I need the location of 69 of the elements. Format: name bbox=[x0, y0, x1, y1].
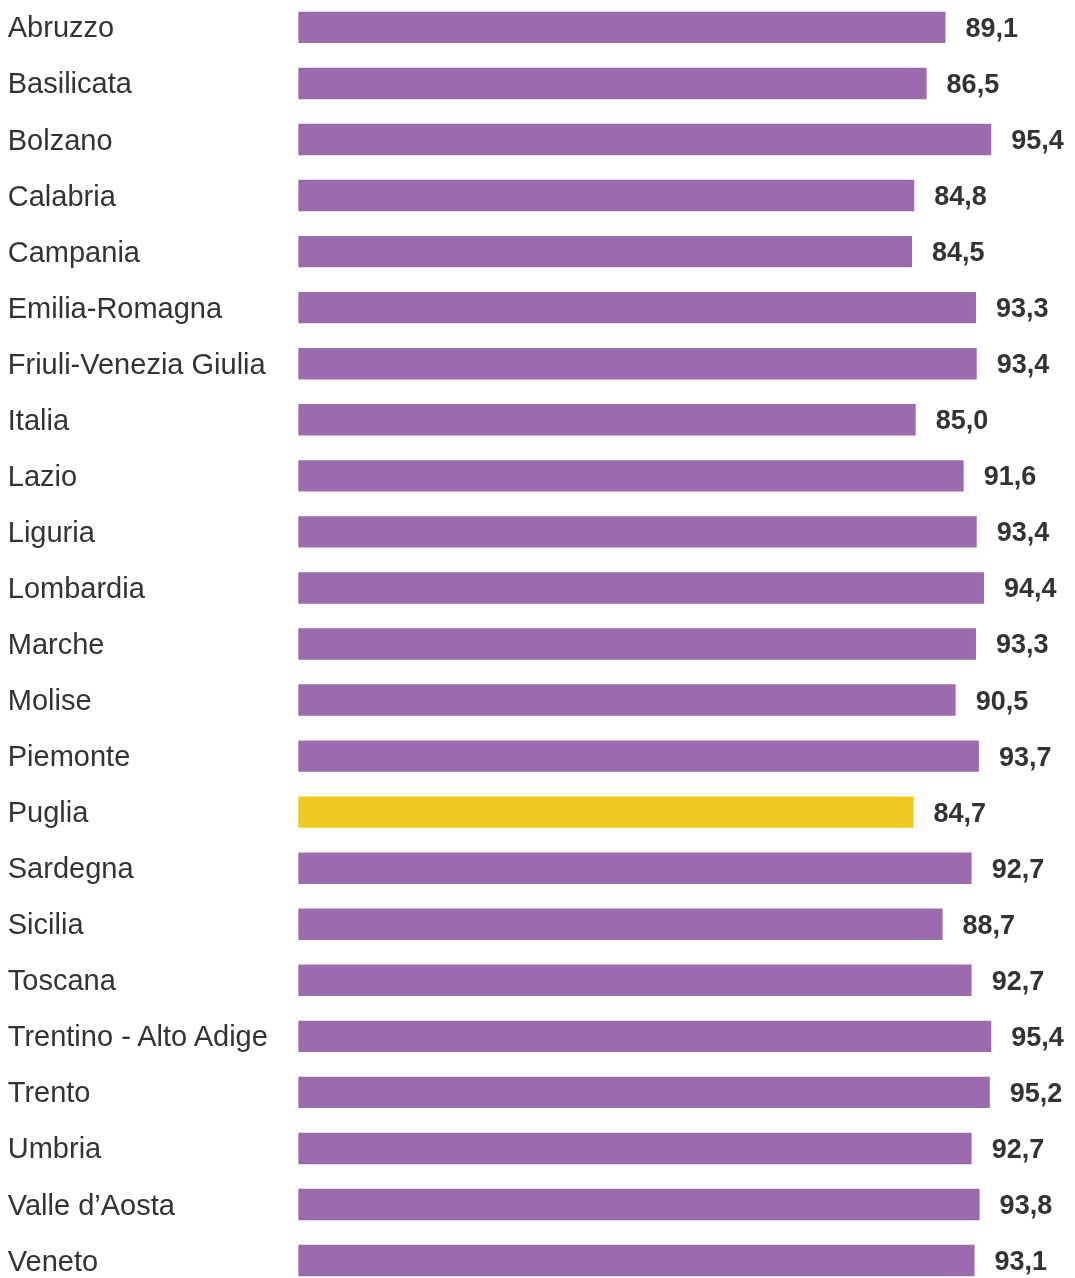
data-label: 93,3 bbox=[995, 293, 1049, 324]
data-label: 84,5 bbox=[932, 237, 985, 268]
data-label: 86,5 bbox=[946, 68, 1000, 99]
y-tick-label: Molise bbox=[7, 684, 92, 717]
bar bbox=[298, 1020, 992, 1053]
bar bbox=[298, 964, 972, 996]
data-label: 84,7 bbox=[933, 797, 987, 828]
data-label: 89,1 bbox=[965, 12, 1019, 43]
y-tick-label: Emilia-Romagna bbox=[7, 291, 223, 324]
y-tick-label: Marche bbox=[7, 627, 105, 660]
bar bbox=[298, 516, 977, 548]
bar bbox=[298, 796, 914, 828]
y-tick-label: Liguria bbox=[7, 515, 96, 548]
y-tick-label: Italia bbox=[7, 403, 70, 436]
data-label: 84,8 bbox=[934, 181, 987, 212]
bar bbox=[298, 460, 964, 492]
y-tick-label: Trentino - Alto Adige bbox=[7, 1020, 268, 1053]
data-label: 93,7 bbox=[998, 741, 1052, 772]
bar bbox=[298, 1076, 990, 1109]
y-tick-label: Friuli-Venezia Giulia bbox=[7, 347, 267, 380]
data-label: 93,1 bbox=[994, 1246, 1048, 1277]
bar bbox=[298, 740, 979, 772]
y-tick-label: Lombardia bbox=[7, 571, 146, 604]
bar bbox=[298, 628, 976, 660]
y-tick-label: Abruzzo bbox=[7, 11, 115, 44]
y-tick-label: Bolzano bbox=[7, 123, 113, 156]
y-tick-label: Sicilia bbox=[7, 908, 85, 941]
data-label: 94,4 bbox=[1003, 573, 1057, 604]
y-tick-label: Valle d’Aosta bbox=[7, 1188, 176, 1221]
bar bbox=[298, 123, 992, 156]
y-tick-label: Puglia bbox=[7, 796, 90, 829]
bar bbox=[298, 684, 956, 716]
y-tick-label: Toscana bbox=[7, 964, 117, 997]
y-tick-label: Trento bbox=[7, 1076, 91, 1109]
bar bbox=[298, 179, 915, 212]
data-label: 95,4 bbox=[1011, 1021, 1064, 1052]
bar bbox=[298, 1132, 972, 1165]
data-label: 85,0 bbox=[935, 405, 989, 436]
y-tick-label: Sardegna bbox=[7, 852, 135, 885]
bar bbox=[298, 1244, 975, 1277]
data-label: 90,5 bbox=[975, 685, 1029, 716]
data-label: 93,8 bbox=[999, 1190, 1053, 1221]
data-label: 95,2 bbox=[1009, 1077, 1063, 1108]
bar bbox=[298, 348, 977, 380]
y-tick-label: Calabria bbox=[7, 179, 117, 212]
bar bbox=[298, 291, 976, 324]
y-tick-label: Piemonte bbox=[7, 740, 131, 773]
y-tick-label: Basilicata bbox=[7, 67, 133, 100]
data-label: 93,4 bbox=[996, 517, 1050, 548]
bar bbox=[298, 572, 984, 604]
y-tick-label: Campania bbox=[7, 235, 141, 268]
data-label: 92,7 bbox=[991, 1133, 1045, 1164]
data-label: 92,7 bbox=[991, 965, 1045, 996]
y-tick-label: Umbria bbox=[7, 1132, 103, 1165]
bar bbox=[298, 404, 916, 436]
bar bbox=[298, 852, 972, 884]
data-label: 93,4 bbox=[996, 349, 1050, 380]
bar bbox=[298, 1188, 980, 1221]
bar bbox=[298, 67, 927, 100]
data-label: 91,6 bbox=[983, 461, 1037, 492]
y-tick-label: Veneto bbox=[7, 1244, 99, 1277]
data-label: 88,7 bbox=[962, 909, 1016, 940]
bar bbox=[298, 11, 946, 44]
y-tick-label: Lazio bbox=[7, 459, 78, 492]
data-label: 92,7 bbox=[991, 853, 1045, 884]
bar bbox=[298, 235, 913, 268]
bar bbox=[298, 908, 943, 940]
data-label: 93,3 bbox=[995, 629, 1049, 660]
data-label: 95,4 bbox=[1011, 125, 1064, 156]
